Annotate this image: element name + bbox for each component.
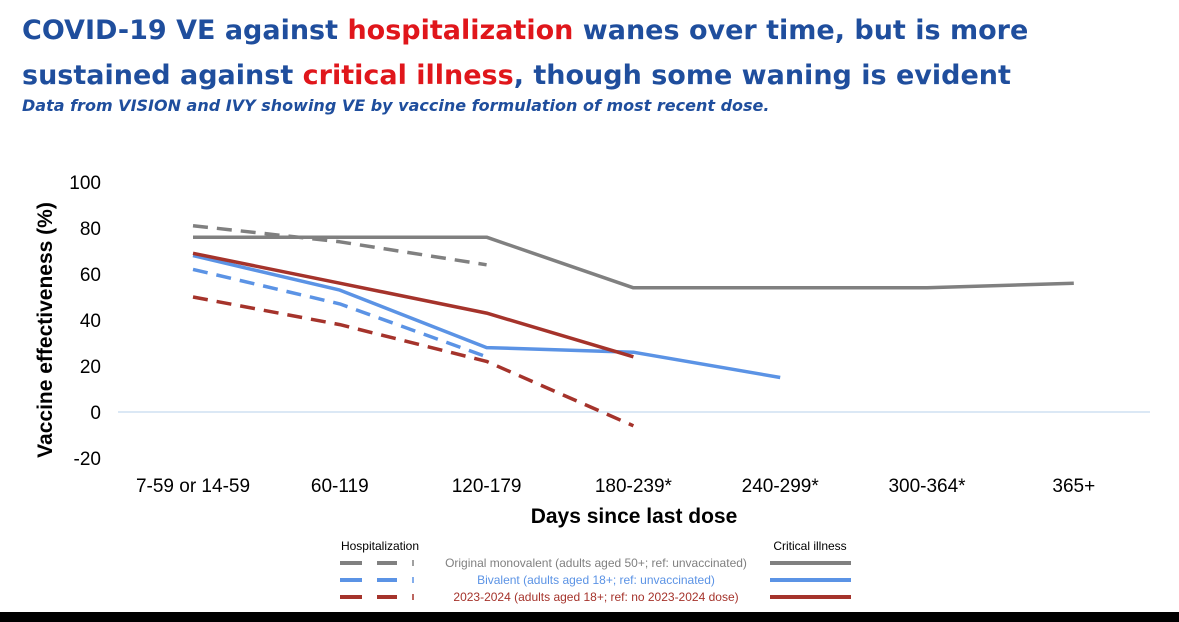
x-tick-label: 365+ <box>1052 476 1095 497</box>
bottom-border <box>0 612 1179 622</box>
series-line-hospitalization <box>192 223 487 267</box>
series-line-hospitalization <box>192 295 635 428</box>
legend-heading-hospitalization: Hospitalization <box>341 539 419 553</box>
y-axis-title: Vaccine effectiveness (%) <box>34 202 57 458</box>
y-tick-label: 60 <box>80 265 101 286</box>
x-tick-label: 180-239* <box>595 476 673 497</box>
title-part-3: , though some waning is evident <box>513 60 1011 91</box>
x-axis-title: Days since last dose <box>531 505 738 528</box>
y-tick-label: -20 <box>74 449 101 470</box>
legend-label: 2023-2024 (adults aged 18+; ref: no 2023… <box>453 590 738 604</box>
x-tick-label: 60-119 <box>311 476 369 497</box>
x-tick-label: 240-299* <box>742 476 820 497</box>
series-line-critical-illness <box>193 235 1074 290</box>
y-tick-label: 0 <box>90 403 101 424</box>
x-tick-label: 120-179 <box>452 476 522 497</box>
y-tick-label: 80 <box>80 219 101 240</box>
chart-title: COVID-19 VE against hospitalization wane… <box>22 8 1162 98</box>
title-highlight-hospitalization: hospitalization <box>347 15 574 46</box>
title-highlight-critical-illness: critical illness <box>302 60 514 91</box>
series-line-hospitalization <box>192 267 488 359</box>
y-tick-label: 100 <box>69 173 101 194</box>
series-line-critical-illness <box>192 253 781 380</box>
x-tick-label: 7-59 or 14-59 <box>136 476 250 497</box>
x-tick-label: 300-364* <box>888 476 966 497</box>
legend-label: Bivalent (adults aged 18+; ref: unvaccin… <box>477 573 715 587</box>
legend-label: Original monovalent (adults aged 50+; re… <box>445 556 747 570</box>
y-tick-label: 20 <box>80 357 101 378</box>
series-line-critical-illness <box>192 251 634 359</box>
title-part-1: COVID-19 VE against <box>22 15 348 46</box>
title-part-2: wanes over time, but is more sustained a… <box>22 15 1029 91</box>
legend-heading-critical-illness: Critical illness <box>773 539 846 553</box>
y-tick-label: 40 <box>80 311 101 332</box>
chart-subtitle: Data from VISION and IVY showing VE by v… <box>22 96 770 115</box>
